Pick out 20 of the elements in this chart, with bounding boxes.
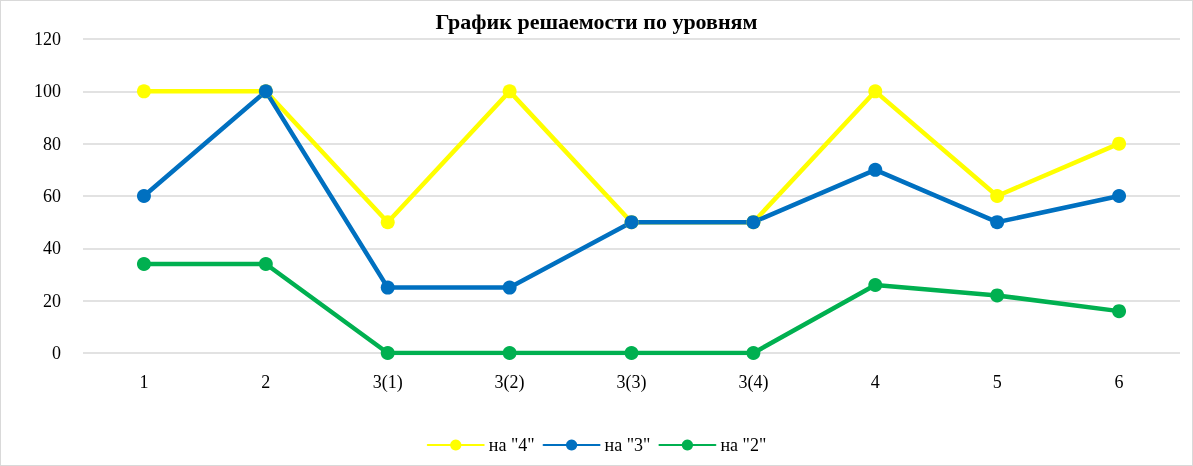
x-tick-label: 5 bbox=[992, 372, 1002, 392]
y-tick-label: 0 bbox=[52, 343, 61, 363]
legend-label: на "4" bbox=[488, 435, 535, 455]
x-tick-label: 6 bbox=[1114, 372, 1124, 392]
x-tick-label: 3(4) bbox=[738, 372, 769, 393]
legend-label: на "2" bbox=[720, 435, 767, 455]
y-tick-label: 100 bbox=[34, 81, 61, 102]
y-tick-label: 120 bbox=[34, 29, 61, 49]
legend-label: на "3" bbox=[604, 435, 651, 455]
x-tick-label: 3(2) bbox=[494, 372, 525, 393]
x-tick-label: 4 bbox=[870, 372, 880, 392]
x-tick-label: 3(3) bbox=[616, 372, 647, 393]
x-tick-label: 2 bbox=[261, 372, 271, 392]
y-tick-label: 80 bbox=[43, 133, 61, 154]
chart-title: График решаемости по уровням bbox=[435, 8, 758, 34]
y-tick-label: 60 bbox=[43, 186, 61, 206]
x-tick-label: 1 bbox=[139, 372, 149, 392]
x-tick-label: 3(1) bbox=[372, 372, 403, 393]
y-tick-label: 40 bbox=[43, 238, 61, 259]
y-tick-label: 20 bbox=[43, 290, 61, 311]
